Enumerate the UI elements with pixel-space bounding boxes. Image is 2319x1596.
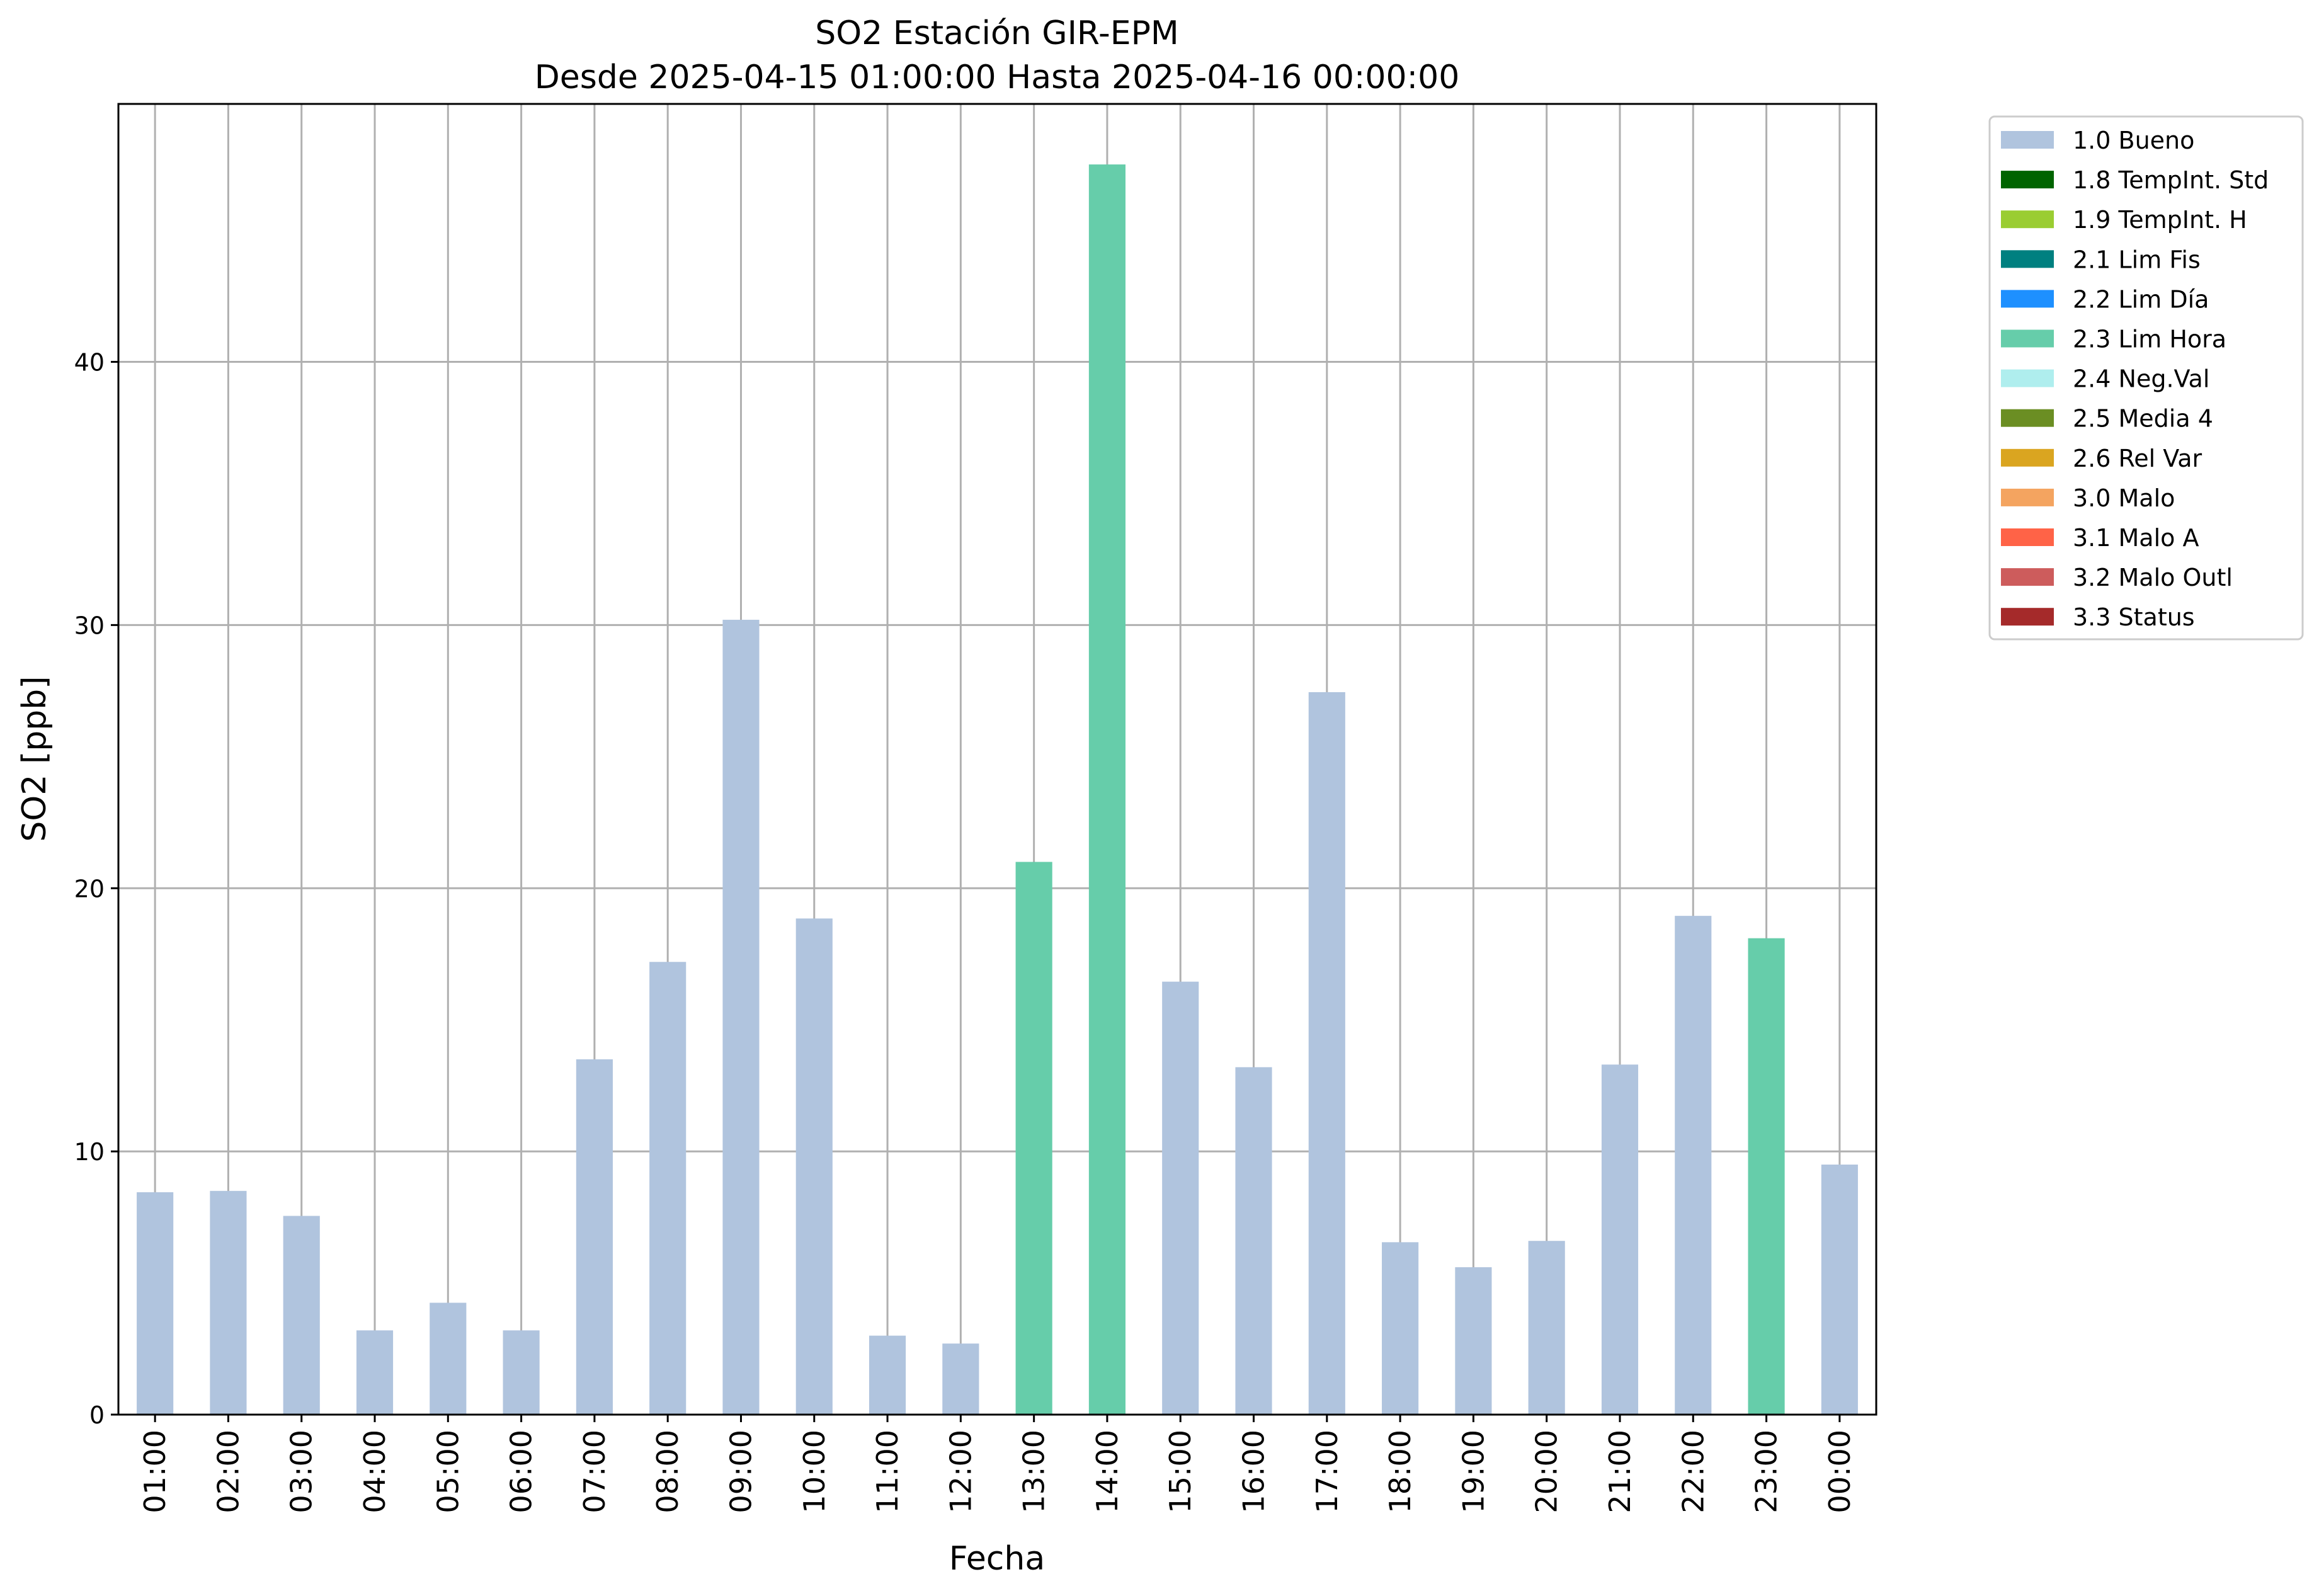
x-tick-label: 19:00 bbox=[1456, 1430, 1490, 1513]
legend-swatch bbox=[2001, 171, 2054, 189]
x-tick-label: 03:00 bbox=[285, 1430, 319, 1513]
bar bbox=[503, 1330, 540, 1415]
bar bbox=[1015, 862, 1052, 1415]
legend-swatch bbox=[2001, 210, 2054, 229]
x-tick-label: 23:00 bbox=[1750, 1430, 1784, 1513]
plot-frame bbox=[117, 103, 1877, 1416]
x-tick-label: 11:00 bbox=[870, 1430, 904, 1513]
legend-label: 3.1 Malo A bbox=[2073, 524, 2199, 552]
legend-label: 3.3 Status bbox=[2073, 603, 2195, 631]
bar bbox=[210, 1190, 247, 1415]
bar bbox=[1382, 1242, 1419, 1415]
legend-swatch bbox=[2001, 369, 2054, 387]
legend-swatch bbox=[2001, 329, 2054, 348]
x-tick-label: 00:00 bbox=[1823, 1430, 1857, 1513]
x-tick-label: 21:00 bbox=[1603, 1430, 1637, 1513]
legend-swatch bbox=[2001, 528, 2054, 546]
x-tick-label: 05:00 bbox=[431, 1430, 465, 1513]
bar bbox=[283, 1216, 320, 1415]
x-axis: 01:00 02:00 03:00 04:00 05:00 06:00 07:00 08:00… bbox=[138, 1415, 1857, 1513]
x-tick-label: 14:00 bbox=[1090, 1430, 1124, 1513]
y-axis-label: SO2 [ppb] bbox=[16, 676, 54, 841]
bar bbox=[356, 1330, 394, 1415]
bar bbox=[649, 962, 687, 1415]
x-tick-label: 02:00 bbox=[211, 1430, 245, 1513]
bar bbox=[1821, 1165, 1858, 1415]
x-axis-label: Fecha bbox=[949, 1540, 1045, 1578]
legend-swatch bbox=[2001, 250, 2054, 268]
x-tick-label: 17:00 bbox=[1310, 1430, 1344, 1513]
bar bbox=[137, 1192, 174, 1415]
legend-swatch bbox=[2001, 448, 2054, 467]
chart-title: SO2 Estación GIR-EPM bbox=[815, 14, 1179, 52]
x-tick-label: 20:00 bbox=[1530, 1430, 1564, 1513]
legend: 1.0 Bueno 1.8 TempInt. Std 1.9 TempInt. H 2… bbox=[1988, 115, 2304, 641]
bar bbox=[576, 1059, 613, 1415]
legend-swatch bbox=[2001, 131, 2054, 149]
y-tick-label: 30 bbox=[74, 612, 105, 639]
x-tick-label: 10:00 bbox=[797, 1430, 831, 1513]
y-axis: 0 10 20 30 40 bbox=[74, 349, 118, 1429]
x-tick-label: 07:00 bbox=[578, 1430, 612, 1513]
legend-swatch bbox=[2001, 290, 2054, 308]
legend-label: 1.0 Bueno bbox=[2073, 127, 2194, 154]
legend-label: 2.5 Media 4 bbox=[2073, 405, 2213, 433]
bar bbox=[795, 918, 833, 1415]
x-tick-label: 22:00 bbox=[1676, 1430, 1710, 1513]
x-tick-label: 13:00 bbox=[1017, 1430, 1051, 1513]
x-tick-label: 09:00 bbox=[724, 1430, 758, 1513]
x-tick-label: 16:00 bbox=[1237, 1430, 1271, 1513]
bar bbox=[1748, 938, 1785, 1415]
bar bbox=[869, 1335, 906, 1415]
bar bbox=[1601, 1064, 1639, 1415]
x-tick-label: 18:00 bbox=[1383, 1430, 1417, 1513]
bar bbox=[430, 1302, 467, 1415]
legend-swatch bbox=[2001, 488, 2054, 506]
legend-swatch bbox=[2001, 409, 2054, 427]
y-tick-label: 20 bbox=[74, 875, 105, 903]
x-tick-label: 06:00 bbox=[504, 1430, 538, 1513]
x-tick-label: 12:00 bbox=[943, 1430, 977, 1513]
legend-label: 2.4 Neg.Val bbox=[2073, 365, 2209, 393]
legend-label: 3.0 Malo bbox=[2073, 484, 2175, 512]
bar bbox=[1308, 692, 1345, 1415]
legend-frame bbox=[1988, 115, 2304, 641]
bar bbox=[1675, 916, 1712, 1415]
legend-label: 3.2 Malo Outl bbox=[2073, 564, 2233, 591]
legend-label: 2.3 Lim Hora bbox=[2073, 326, 2226, 353]
bar bbox=[942, 1343, 979, 1415]
bar bbox=[1528, 1241, 1565, 1415]
legend-label: 1.9 TempInt. H bbox=[2073, 206, 2247, 234]
bar bbox=[1088, 164, 1126, 1415]
legend-label: 2.1 Lim Fis bbox=[2073, 246, 2201, 273]
legend-label: 2.6 Rel Var bbox=[2073, 445, 2202, 472]
legend-label: 1.8 TempInt. Std bbox=[2073, 166, 2269, 194]
bar bbox=[722, 620, 760, 1415]
bar bbox=[1235, 1067, 1272, 1415]
legend-label: 2.2 Lim Día bbox=[2073, 285, 2209, 313]
bar bbox=[1162, 981, 1199, 1415]
y-tick-label: 40 bbox=[74, 349, 105, 377]
legend-swatch bbox=[2001, 568, 2054, 586]
y-tick-label: 10 bbox=[74, 1138, 105, 1166]
x-tick-label: 15:00 bbox=[1163, 1430, 1197, 1513]
bar bbox=[1455, 1267, 1492, 1415]
x-tick-label: 08:00 bbox=[651, 1430, 685, 1513]
y-tick-label: 0 bbox=[89, 1401, 105, 1429]
legend-swatch bbox=[2001, 608, 2054, 626]
chart-subtitle: Desde 2025-04-15 01:00:00 Hasta 2025-04-… bbox=[535, 59, 1460, 96]
x-tick-label: 04:00 bbox=[358, 1430, 392, 1513]
x-tick-label: 01:00 bbox=[138, 1430, 172, 1513]
bars bbox=[137, 164, 1858, 1415]
